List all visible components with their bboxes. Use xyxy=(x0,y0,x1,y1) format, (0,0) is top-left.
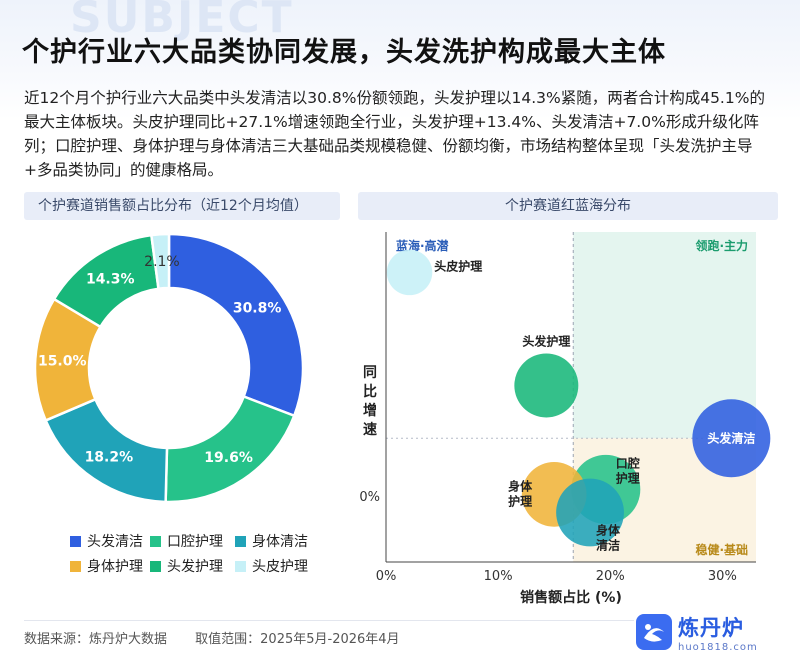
legend-item-3: 身体护理 xyxy=(70,556,143,576)
bubble-label-3: 口腔护理 xyxy=(616,455,640,485)
bubble-2 xyxy=(692,399,771,478)
x-tick-label: 30% xyxy=(708,569,737,584)
legend-label: 头皮护理 xyxy=(252,559,308,575)
bubble-label-4: 身体护理 xyxy=(508,478,533,508)
legend-swatch xyxy=(70,535,81,547)
footer: 数据来源：炼丹炉大数据 取值范围：2025年5月-2026年4月 xyxy=(24,628,424,647)
legend-label: 头发护理 xyxy=(167,559,223,575)
data-range: 取值范围：2025年5月-2026年4月 xyxy=(195,632,400,647)
donut-chart: 30.8% 19.6% 18.2% 15.0% 14.3% 2.1% xyxy=(33,232,305,504)
data-source: 数据来源：炼丹炉大数据 xyxy=(24,632,168,647)
donut-label-1: 19.6% xyxy=(204,450,253,466)
legend-swatch xyxy=(150,535,161,547)
bubble-label-1: 头发护理 xyxy=(522,333,570,348)
legend-item-0: 头发清洁 xyxy=(70,531,143,551)
legend-label: 身体清洁 xyxy=(252,534,308,550)
legend-label: 身体护理 xyxy=(87,559,143,575)
legend-item-2: 身体清洁 xyxy=(235,531,308,551)
logo-url: huo1818.com xyxy=(678,642,758,653)
donut-label-0: 30.8% xyxy=(233,300,282,316)
legend-item-5: 头皮护理 xyxy=(235,556,308,576)
donut-label-5: 2.1% xyxy=(144,254,180,270)
donut-label-2: 18.2% xyxy=(85,449,134,465)
legend-swatch xyxy=(235,560,246,572)
bubble-label-0: 头皮护理 xyxy=(434,258,482,273)
legend-label: 头发清洁 xyxy=(87,534,143,550)
legend-swatch xyxy=(235,535,246,547)
donut-panel-title: 个护赛道销售额占比分布（近12个月均值） xyxy=(24,192,340,220)
y-axis-label: 同比增速 xyxy=(363,365,377,438)
x-axis-label: 销售额占比 (%) xyxy=(520,589,622,606)
quadrant-label: 稳健·基础 xyxy=(695,542,748,557)
bubble-1 xyxy=(514,353,579,418)
y-tick-label: 0% xyxy=(359,490,380,505)
quadrant-label: 领跑·主力 xyxy=(695,238,748,253)
legend-item-1: 口腔护理 xyxy=(150,531,223,551)
bubble-panel-title: 个护赛道红蓝海分布 xyxy=(358,192,778,220)
donut-label-4: 14.3% xyxy=(86,272,135,288)
page-watermark: SUBJECT xyxy=(70,0,294,43)
furnace-logo-icon xyxy=(636,614,672,650)
x-tick-label: 0% xyxy=(376,569,397,584)
logo-name: 炼丹炉 xyxy=(678,616,744,640)
bubble-label-5: 身体清洁 xyxy=(596,523,621,553)
donut-label-3: 15.0% xyxy=(38,354,87,370)
legend-swatch xyxy=(150,560,161,572)
page-title: 个护行业六大品类协同发展，头发洗护构成最大主体 xyxy=(22,37,666,68)
legend-swatch xyxy=(70,560,81,572)
bubble-label-2: 头发清洁 xyxy=(707,430,755,445)
donut-slice-0 xyxy=(167,232,305,418)
legend-item-4: 头发护理 xyxy=(150,556,223,576)
x-tick-label: 10% xyxy=(484,569,513,584)
brand-logo: 炼丹炉 huo1818.com xyxy=(636,612,786,660)
bubble-chart: 0% 10% 20% 30% 0% 销售额占比 (%) 同比增速 蓝海·高潜 领跑·主力稳健·基… xyxy=(359,232,771,606)
bubble-0 xyxy=(386,249,433,296)
legend-label: 口腔护理 xyxy=(167,534,223,550)
bubble-5 xyxy=(556,478,624,547)
quadrant-label: 蓝海·高潜 xyxy=(396,238,450,253)
footer-divider xyxy=(24,620,634,621)
summary-text: 近12个月个护行业六大品类中头发清洁以30.8%份额领跑，头发护理以14.3%紧… xyxy=(24,89,765,179)
x-tick-label: 20% xyxy=(596,569,625,584)
donut-slice-5 xyxy=(149,232,171,291)
